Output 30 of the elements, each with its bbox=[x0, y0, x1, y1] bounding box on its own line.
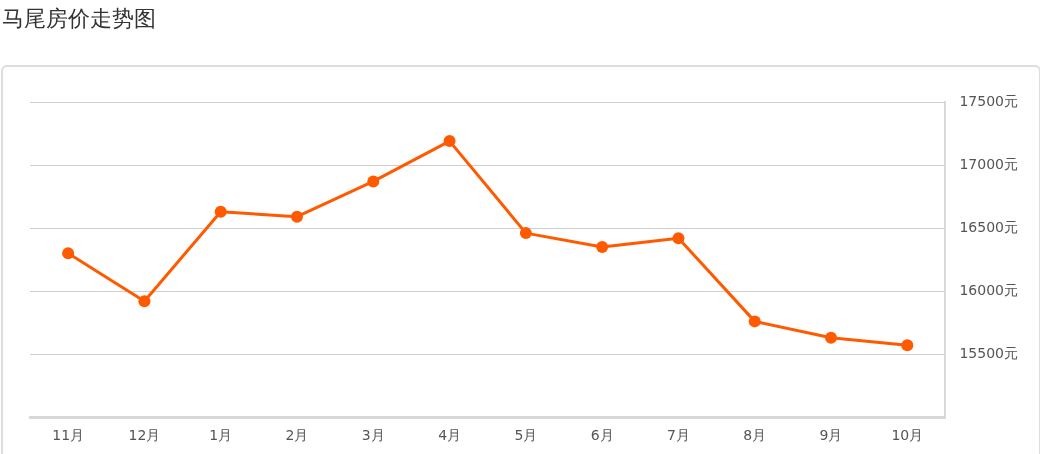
y-tick-label: 16000元 bbox=[959, 281, 1019, 298]
x-tick-label: 2月 bbox=[285, 427, 309, 444]
x-tick-label: 9月 bbox=[819, 427, 843, 444]
chart-title: 马尾房价走势图 bbox=[2, 5, 156, 33]
x-tick-label: 8月 bbox=[743, 427, 767, 444]
x-tick-label: 10月 bbox=[891, 427, 924, 444]
y-tick-label: 17000元 bbox=[959, 155, 1019, 172]
x-tick-label: 6月 bbox=[590, 427, 614, 444]
point bbox=[367, 175, 380, 188]
x-tick-label: 11月 bbox=[52, 427, 85, 444]
x-tick-label: 4月 bbox=[438, 427, 462, 444]
x-tick-label: 3月 bbox=[361, 427, 385, 444]
y-tick-label: 16500元 bbox=[959, 218, 1019, 235]
point bbox=[748, 315, 761, 328]
y-tick-label: 17500元 bbox=[959, 92, 1019, 109]
point bbox=[62, 247, 75, 260]
point bbox=[214, 205, 227, 218]
point bbox=[443, 135, 456, 148]
x-tick-label: 7月 bbox=[666, 427, 690, 444]
y-tick-label: 15500元 bbox=[959, 344, 1019, 361]
x-tick-label: 5月 bbox=[514, 427, 538, 444]
point bbox=[596, 240, 609, 253]
point bbox=[672, 232, 685, 245]
x-tick-label: 1月 bbox=[209, 427, 233, 444]
point bbox=[901, 339, 914, 352]
x-tick-label: 12月 bbox=[128, 427, 161, 444]
point bbox=[519, 227, 532, 240]
point bbox=[825, 331, 838, 344]
point bbox=[291, 210, 304, 223]
point bbox=[138, 295, 151, 308]
